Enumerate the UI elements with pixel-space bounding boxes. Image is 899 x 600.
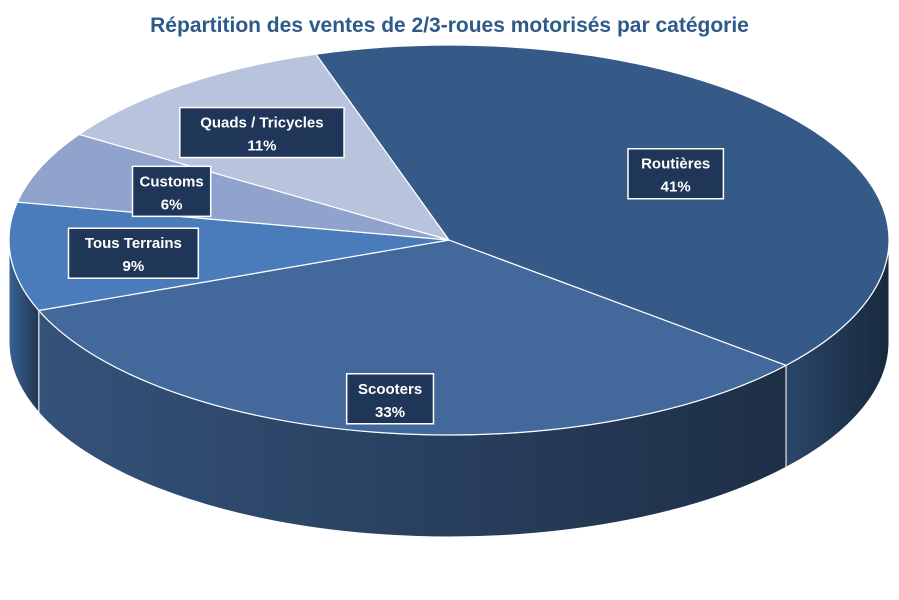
slice-name-quads-tricycles: Quads / Tricycles (200, 115, 323, 132)
data-label-box (627, 147, 725, 200)
pie-slice-customs (16, 133, 450, 241)
data-label-quads-tricycles: Quads / Tricycles 11% (179, 106, 345, 159)
data-label-customs: Customs 6% (131, 165, 212, 218)
slice-name-scooters: Scooters (358, 381, 422, 398)
slice-name-tous-terrains: Tous Terrains (85, 235, 182, 252)
slice-percent-scooters: 33% (375, 404, 405, 421)
data-label-scooters: Scooters 33% (345, 373, 435, 425)
slice-name-customs: Customs (139, 173, 203, 190)
slice-name-routi-res: Routières (641, 156, 710, 173)
data-label-box (131, 165, 212, 218)
slice-percent-tous-terrains: 9% (123, 258, 145, 275)
pie-slice-scooters (37, 239, 788, 436)
data-label-box (179, 106, 345, 159)
data-label-tous-terrains: Tous Terrains 9% (67, 227, 200, 279)
slice-percent-routi-res: 41% (661, 179, 691, 196)
data-label-box (67, 227, 200, 279)
slice-percent-quads-tricycles: 11% (247, 138, 276, 155)
pie-slice-routi-res (314, 44, 890, 367)
data-label-routi-res: Routières 41% (627, 147, 725, 200)
data-label-box (345, 373, 435, 425)
chart-title: Répartition des ventes de 2/3-roues moto… (150, 14, 749, 37)
slice-percent-customs: 6% (161, 196, 183, 213)
